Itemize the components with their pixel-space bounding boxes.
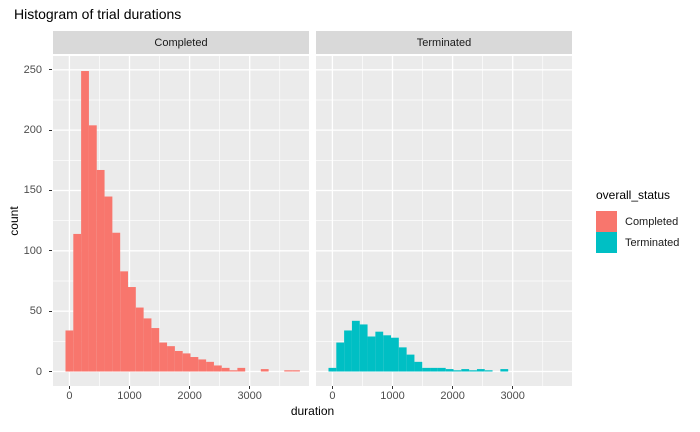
histogram-bar	[383, 335, 391, 372]
y-tick-label: 150	[23, 184, 42, 197]
legend-entry-label: Completed	[625, 215, 679, 228]
x-tick-mark	[189, 386, 191, 389]
x-axis-title: duration	[290, 404, 335, 418]
histogram-bar	[190, 357, 199, 372]
x-tick-mark	[331, 386, 333, 389]
histogram-bar	[375, 331, 384, 372]
histogram-bar	[390, 337, 399, 372]
y-tick-mark	[49, 189, 52, 191]
histogram-bar	[221, 367, 230, 372]
y-tick-mark	[49, 310, 52, 312]
x-tick-label: 1000	[117, 390, 142, 402]
histogram-bar	[96, 169, 105, 372]
y-axis-title: count	[7, 206, 21, 236]
histogram-bar	[437, 367, 446, 372]
histogram-bar	[292, 370, 300, 372]
legend-entry-completed: Completed	[596, 211, 679, 232]
histogram-bar	[367, 336, 376, 372]
histogram-bar	[112, 232, 121, 372]
panel-terminated	[316, 56, 572, 386]
histogram-bar	[430, 367, 438, 372]
histogram-bar	[469, 370, 477, 372]
histogram-bar	[398, 347, 407, 372]
histogram-bar	[151, 328, 160, 372]
histogram-bar	[453, 370, 462, 372]
histogram-bar	[284, 370, 293, 372]
histogram-bar	[159, 342, 168, 372]
histogram-bar	[182, 353, 191, 372]
histogram-bar	[174, 350, 183, 372]
histogram-bar	[206, 361, 214, 372]
histogram-bar	[104, 196, 113, 372]
facet-strip-label: Terminated	[416, 36, 472, 49]
y-tick-label: 100	[23, 244, 42, 257]
legend-key-completed-swatch	[596, 211, 617, 232]
facet-strip-completed: Completed	[53, 31, 309, 54]
x-tick-mark	[68, 386, 70, 389]
histogram-bar	[484, 370, 493, 372]
histogram-bar	[229, 370, 238, 372]
x-tick-label: 3000	[500, 390, 525, 402]
y-tick-label: 200	[23, 124, 42, 137]
facet-strip-label: Completed	[154, 36, 208, 49]
y-tick-mark	[49, 129, 52, 131]
histogram-bar	[73, 233, 82, 372]
legend-title: overall_status	[596, 188, 671, 202]
legend: overall_status Completed Terminated	[596, 188, 679, 253]
histogram-bar	[213, 365, 222, 372]
histogram-bar	[198, 359, 207, 372]
histogram-bar	[461, 369, 470, 372]
histogram-bar	[65, 330, 74, 372]
x-tick-label: 0	[329, 390, 336, 402]
histogram-bar	[120, 271, 128, 372]
x-tick-label: 2000	[440, 390, 465, 402]
histogram-bar	[445, 369, 454, 372]
legend-entry-label: Terminated	[625, 236, 680, 249]
histogram-bar	[127, 287, 136, 372]
legend-entry-terminated: Terminated	[596, 232, 679, 253]
histogram-bar	[351, 320, 360, 372]
y-tick-label: 250	[23, 63, 42, 76]
histogram-bar	[344, 330, 352, 372]
x-tick-mark	[512, 386, 514, 389]
x-tick-mark	[392, 386, 393, 389]
chart-title: Histogram of trial durations	[14, 6, 182, 22]
y-tick-mark	[49, 250, 52, 252]
histogram-bar	[328, 367, 337, 372]
x-tick-label: 1000	[380, 390, 405, 402]
facet-strip-terminated: Terminated	[316, 31, 572, 54]
y-tick-mark	[49, 69, 52, 71]
histogram-bar	[476, 369, 485, 372]
y-tick-label: 50	[29, 305, 42, 318]
x-tick-mark	[249, 386, 251, 389]
histogram-bar	[406, 354, 415, 372]
x-tick-label: 0	[66, 390, 73, 402]
histogram-bar	[167, 346, 175, 372]
y-tick-label: 0	[35, 365, 42, 378]
panel-completed	[53, 56, 309, 386]
histogram-completed	[53, 56, 309, 386]
histogram-bar	[135, 307, 144, 372]
histogram-terminated	[316, 56, 572, 386]
histogram-bar	[359, 324, 368, 372]
histogram-bar	[237, 367, 246, 372]
histogram-bar	[414, 361, 423, 372]
histogram-bar	[88, 125, 97, 372]
legend-key-terminated-swatch	[596, 232, 617, 253]
x-tick-mark	[452, 386, 454, 389]
histogram-bar	[336, 342, 345, 372]
histogram-bar	[500, 369, 509, 372]
histogram-bar	[81, 71, 89, 372]
x-tick-label: 2000	[177, 390, 202, 402]
x-tick-mark	[129, 386, 130, 389]
histogram-bar	[422, 367, 431, 372]
y-tick-mark	[49, 371, 52, 372]
x-tick-label: 3000	[237, 390, 262, 402]
histogram-bar	[143, 318, 152, 372]
histogram-bar	[260, 369, 269, 372]
